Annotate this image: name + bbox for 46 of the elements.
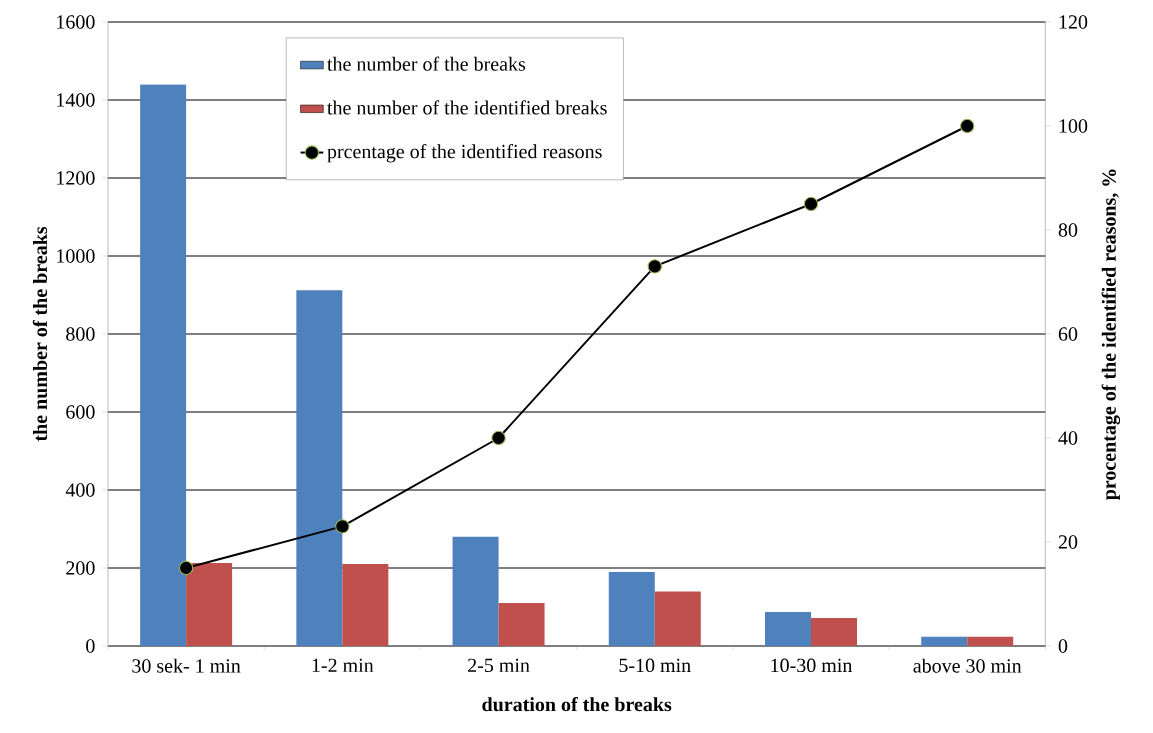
x-tick-label: above 30 min [913,658,1022,673]
x-tick-label: 30 sek- 1 min [132,658,241,673]
point [960,118,975,134]
bar [811,617,858,646]
bar [452,536,499,646]
bar [140,84,187,646]
y-tick-label: 1400 [57,93,95,107]
bar [765,612,812,646]
y-tick-label: 600 [66,405,95,419]
bar [186,562,233,646]
bar [608,571,655,646]
y-tick-label: 1200 [57,171,95,185]
bar [296,290,343,646]
x-tick-label: 10-30 min [771,658,853,673]
bar [342,564,389,646]
legend-label: the number of the identified breaks [327,100,607,115]
y2-tick-label: 100 [1059,119,1088,133]
bar [921,636,968,646]
y2-tick-label: 40 [1058,431,1078,445]
legend-label: the number of the breaks [327,56,526,71]
bar [967,636,1014,646]
point [178,560,194,576]
y-tick-label: 800 [66,327,95,341]
y2-tick-label: 80 [1058,223,1078,237]
y-tick-label: 1000 [57,249,95,263]
point [491,430,506,446]
x-axis-title: duration of the breaks [482,696,672,712]
bar [498,603,545,646]
x-tick-label: 1-2 min [312,658,374,672]
y2-tick-label: 0 [1058,639,1068,653]
y-axis-title: the number of the breaks [32,226,48,442]
y-tick-label: 0 [86,639,95,653]
x-tick-label: 5-10 min [619,658,691,673]
point [647,259,662,274]
point [335,519,350,534]
y2-axis-title: procentage of the identified reasons, % [1101,169,1121,501]
y2-tick-label: 20 [1058,535,1078,549]
legend-label: prcentage of the identified reasons [327,144,602,163]
y2-tick-label: 120 [1059,15,1088,29]
y2-tick-label: 60 [1058,327,1078,341]
y-tick-label: 400 [65,483,95,497]
x-tick-label: 2-5 min [468,658,530,673]
y-tick-label: 1600 [57,15,95,29]
bar [654,591,701,646]
point [803,196,819,212]
y-tick-label: 200 [66,561,95,575]
